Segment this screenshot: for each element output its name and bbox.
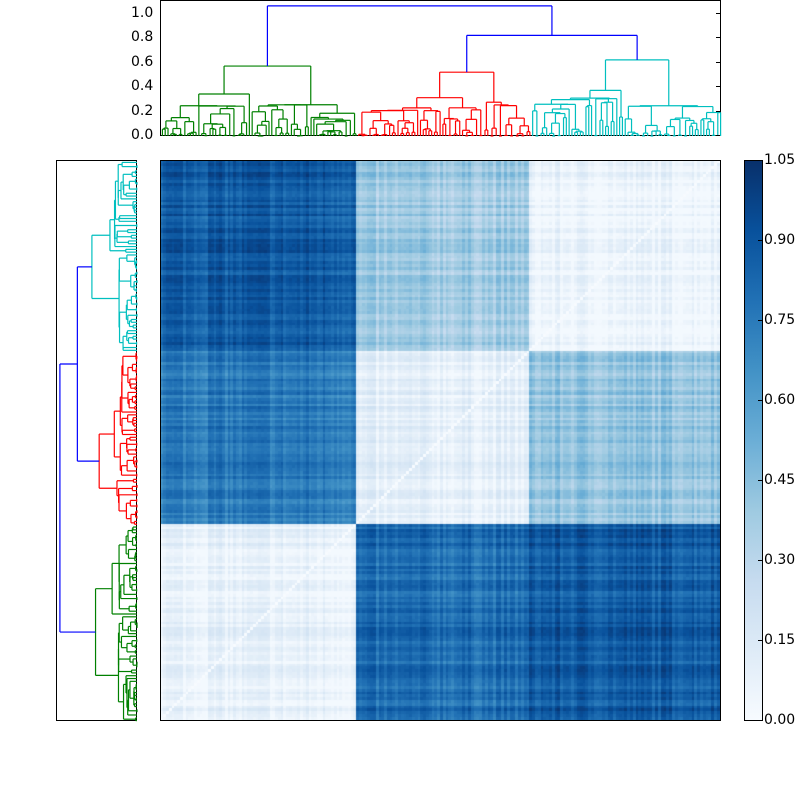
ytick-mark — [716, 37, 720, 38]
colorbar-tick-label: 0.45 — [764, 472, 796, 488]
ytick-mark — [716, 86, 720, 87]
colorbar-tick-label: 0.30 — [764, 552, 796, 568]
top-dendrogram — [160, 0, 722, 137]
colorbar-tick-mark — [758, 400, 762, 401]
colorbar-tick-mark — [758, 720, 762, 721]
colorbar-tick-mark — [758, 160, 762, 161]
ytick-label: 0.8 — [131, 29, 154, 45]
ytick-label: 0.2 — [131, 102, 154, 119]
ytick-mark — [716, 61, 720, 63]
colorbar-tick-label: 0.90 — [764, 232, 796, 248]
heatmap — [160, 160, 721, 721]
left-dendrogram — [56, 160, 138, 722]
ytick-label: 0.0 — [131, 127, 154, 143]
ytick-label: 0.6 — [131, 53, 154, 70]
colorbar-tick-label: 0.15 — [764, 632, 796, 648]
colorbar-tick-label: 1.05 — [764, 152, 796, 168]
colorbar-tick-mark — [758, 560, 762, 561]
colorbar-tick-mark — [758, 640, 762, 641]
ytick-label: 0.4 — [131, 78, 154, 94]
ytick-mark — [716, 110, 720, 112]
colorbar-tick-mark — [758, 480, 762, 481]
heatmap-cells — [161, 161, 720, 720]
colorbar-tick-label: 0.00 — [764, 712, 796, 728]
ytick-mark — [716, 12, 720, 14]
colorbar-tick-mark — [758, 240, 762, 241]
colorbar — [744, 160, 763, 721]
left-dendrogram-lines — [59, 161, 138, 722]
colorbar-tick-label: 0.75 — [764, 312, 796, 328]
top-dendrogram-lines — [161, 5, 722, 137]
ytick-label: 1.0 — [131, 4, 154, 21]
ytick-mark — [716, 135, 720, 136]
colorbar-tick-mark — [758, 320, 762, 321]
colorbar-tick-label: 0.60 — [764, 392, 796, 408]
